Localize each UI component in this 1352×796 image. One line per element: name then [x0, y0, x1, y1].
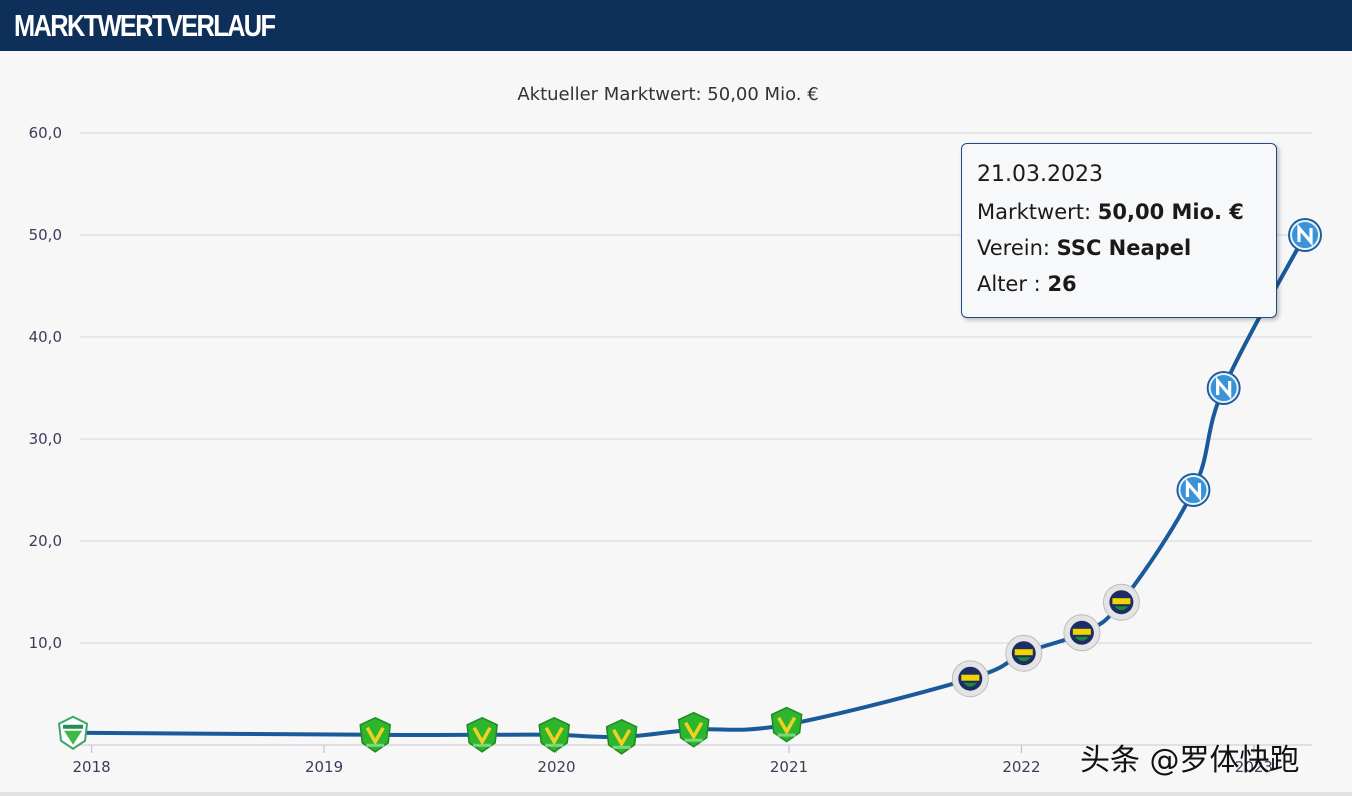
data-point-jiangsu[interactable] [466, 716, 498, 753]
jiangsu-ribbon-icon [777, 733, 796, 737]
tooltip-club: SSC Neapel [1056, 236, 1192, 260]
x-tick-label: 2019 [305, 758, 343, 776]
jiangsu-ribbon-icon [684, 738, 703, 742]
x-tick-label: 2020 [537, 758, 575, 776]
club-shield-icon [64, 730, 83, 745]
jiangsu-v-icon [544, 726, 564, 746]
data-tooltip: 21.03.2023 Marktwert: 50,00 Mio. € Verei… [961, 143, 1277, 318]
x-tick-label: 2022 [1002, 758, 1040, 776]
y-axis: 10,0 20,0 30,0 40,0 50,0 60,0 [29, 124, 62, 652]
fenerbahce-stripe-icon [961, 674, 980, 681]
data-point-jiangsu[interactable] [538, 716, 571, 753]
jiangsu-v-icon [365, 726, 385, 746]
data-point-napoli[interactable] [1176, 473, 1211, 507]
fenerbahce-stripe-icon [1072, 628, 1091, 635]
tooltip-value: 50,00 Mio. € [1097, 200, 1244, 224]
jiangsu-ribbon-icon [473, 743, 492, 747]
jiangsu-badge-icon [538, 716, 571, 753]
tooltip-age: 26 [1047, 272, 1077, 296]
y-tick-label: 40,0 [29, 328, 62, 346]
fenerbahce-stripe-icon [1112, 598, 1131, 605]
y-tick-label: 30,0 [29, 430, 62, 448]
divider [0, 792, 1352, 796]
data-point-napoli[interactable] [1206, 371, 1241, 405]
tooltip-value-row: Marktwert: 50,00 Mio. € [977, 200, 1244, 224]
napoli-n-icon [1297, 223, 1313, 247]
jiangsu-badge-icon [359, 716, 392, 753]
jiangsu-badge-icon [770, 706, 803, 743]
jiangsu-v-icon [777, 716, 797, 736]
x-tick-label: 2021 [770, 758, 808, 776]
tooltip-date: 21.03.2023 [977, 162, 1103, 187]
tooltip-value-label: Marktwert: [977, 200, 1092, 224]
jiangsu-v-icon [612, 728, 632, 748]
fenerbahce-leaf-icon [1074, 636, 1089, 641]
data-point-jiangsu[interactable] [677, 711, 710, 748]
fenerbahce-stripe-icon [1014, 649, 1033, 656]
jiangsu-ribbon-icon [612, 745, 631, 749]
jiangsu-badge-icon [466, 716, 498, 753]
tooltip-club-label: Verein: [977, 236, 1050, 260]
x-axis: 2018 2019 2020 2021 2022 2023 [73, 745, 1273, 776]
y-tick-label: 20,0 [29, 532, 62, 550]
tooltip-age-label: Alter : [977, 272, 1041, 296]
data-point-fenerbahce[interactable] [1005, 634, 1043, 672]
data-point-napoli[interactable] [1288, 218, 1323, 252]
data-point-jiangsu[interactable] [359, 716, 392, 753]
fenerbahce-leaf-icon [963, 682, 978, 687]
jiangsu-badge-icon [677, 711, 710, 748]
data-point-fenerbahce[interactable] [1102, 583, 1140, 621]
data-point-jiangsu[interactable] [770, 706, 803, 743]
x-tick-label: 2023 [1235, 758, 1273, 776]
jiangsu-ribbon-icon [366, 743, 385, 747]
fenerbahce-leaf-icon [1016, 657, 1031, 662]
jiangsu-v-icon [684, 721, 704, 741]
jiangsu-badge-icon [605, 719, 638, 755]
y-tick-label: 60,0 [29, 124, 62, 142]
data-point-fenerbahce[interactable] [1063, 614, 1101, 652]
tooltip-age-row: Alter : 26 [977, 272, 1077, 296]
data-markers[interactable] [57, 218, 1323, 755]
jiangsu-v-icon [472, 726, 492, 746]
chart-title: Aktueller Marktwert: 50,00 Mio. € [517, 84, 818, 105]
data-point-fenerbahce[interactable] [951, 660, 989, 698]
watermark-text: 头条 @罗体快跑 [1080, 743, 1300, 778]
data-point-green-fc[interactable] [57, 715, 89, 750]
club-banner-icon [63, 724, 84, 729]
data-point-jiangsu[interactable] [605, 719, 638, 755]
x-tick-label: 2018 [73, 758, 111, 776]
napoli-n-icon [1216, 376, 1232, 400]
section-header: MARKTWERTVERLAUF [0, 0, 1352, 51]
fenerbahce-leaf-icon [1114, 606, 1129, 611]
napoli-n-icon [1185, 478, 1202, 502]
section-title: MARKTWERTVERLAUF [14, 8, 276, 43]
y-tick-label: 10,0 [29, 634, 62, 652]
jiangsu-ribbon-icon [545, 743, 564, 747]
tooltip-club-row: Verein: SSC Neapel [977, 236, 1191, 260]
y-tick-label: 50,0 [29, 226, 62, 244]
